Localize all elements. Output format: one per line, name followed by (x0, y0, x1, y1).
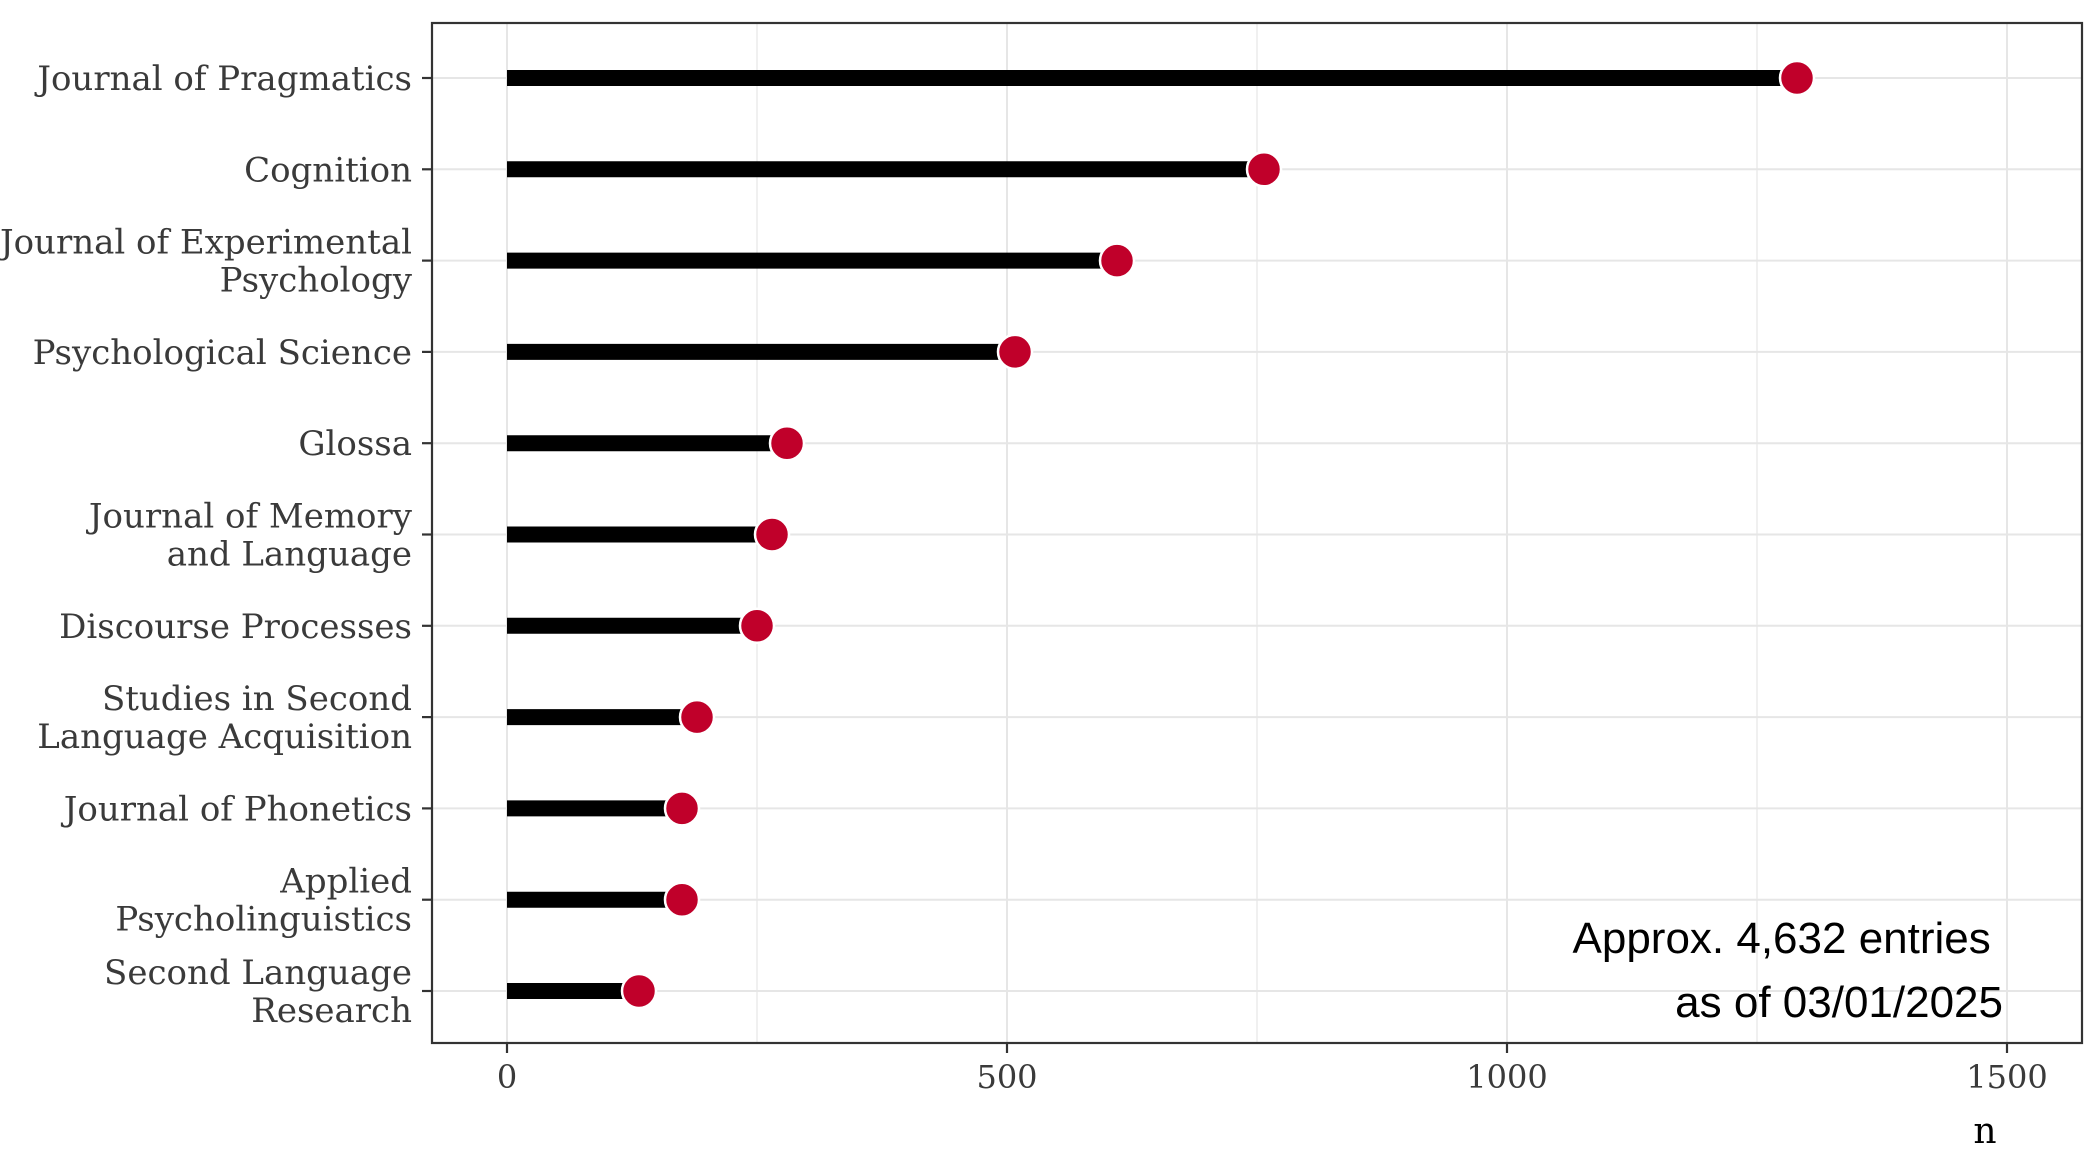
lollipop-point (1778, 59, 1816, 97)
y-axis-ticks: Journal of Pragmatics Cognition Journal of… (0, 59, 432, 1031)
lollipop-point (678, 698, 716, 736)
x-tick-label: 1500 (1966, 1058, 2047, 1096)
y-tick-label: Discourse Processes (59, 607, 412, 647)
y-tick-label: Psychological Science (33, 333, 412, 373)
y-tick-label: Studies in Second Language Acquisition (37, 679, 412, 757)
y-tick-label-line: Second Language (104, 953, 412, 993)
y-tick-label-line: Discourse Processes (59, 607, 412, 647)
y-tick-label-line: Psycholinguistics (115, 900, 412, 940)
y-tick-label-line: Studies in Second (102, 679, 412, 719)
lollipop-point (768, 424, 806, 462)
x-axis-title: n (1973, 1111, 1996, 1152)
lollipop-point (663, 881, 701, 918)
y-tick-label-line: Psychology (220, 261, 413, 301)
x-axis-ticks: 0 500 1000 1500 (497, 1043, 2048, 1096)
y-tick-label-line: Journal of Experimental (0, 223, 412, 263)
y-tick-label-line: and Language (167, 535, 412, 575)
x-tick-label: 0 (497, 1058, 517, 1096)
lollipop-point (753, 516, 791, 553)
panel-border (430, 21, 2084, 1045)
annotation-line: as of 03/01/2025 (1675, 978, 2003, 1027)
lollipop-point (663, 790, 701, 827)
x-tick-label: 1000 (1466, 1058, 1547, 1096)
points (620, 59, 1816, 1010)
y-tick-label: Cognition (244, 150, 412, 190)
lollipop-point (620, 972, 658, 1010)
annotation-text: Approx. 4,632 entries as of 03/01/2025 (1573, 914, 2004, 1027)
y-tick-label-line: Psychological Science (33, 333, 412, 373)
lollipop-point (996, 333, 1034, 371)
y-tick-label-line: Language Acquisition (37, 717, 412, 757)
y-tick-label-line: Journal of Memory (86, 497, 413, 537)
y-tick-label: Second Language Research (104, 953, 412, 1031)
x-tick-label: 500 (976, 1058, 1037, 1096)
y-tick-label-line: Applied (279, 862, 412, 902)
annotation-line: Approx. 4,632 entries (1573, 914, 1991, 963)
y-tick-label-line: Journal of Phonetics (61, 789, 412, 829)
y-tick-label-line: Cognition (244, 150, 412, 190)
lollipop-point (1245, 151, 1283, 188)
y-tick-label-line: Glossa (298, 424, 412, 464)
y-tick-label: Glossa (298, 424, 412, 464)
stems (507, 70, 1797, 999)
y-tick-label: Journal of Experimental Psychology (0, 223, 413, 301)
y-tick-label: Journal of Memory and Language (86, 497, 413, 575)
y-tick-label-line: Journal of Pragmatics (34, 59, 412, 99)
y-tick-label: Journal of Pragmatics (34, 59, 412, 99)
y-tick-label-line: Research (251, 991, 412, 1031)
lollipop-point (1098, 242, 1136, 279)
y-tick-label: Applied Psycholinguistics (115, 862, 412, 940)
y-tick-label: Journal of Phonetics (61, 789, 412, 829)
lollipop-point (738, 607, 776, 645)
